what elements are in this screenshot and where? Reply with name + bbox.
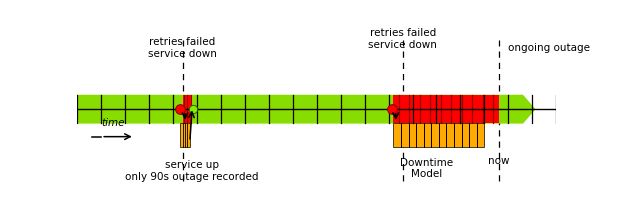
Text: Downtime
Model: Downtime Model [400, 158, 454, 179]
Text: ongoing outage: ongoing outage [508, 43, 590, 53]
Text: retries failed
service down: retries failed service down [368, 28, 438, 50]
Bar [394, 123, 485, 147]
Bar [180, 123, 190, 147]
FancyArrow shape [77, 95, 535, 123]
Text: now: now [488, 156, 509, 166]
Bar [394, 95, 499, 123]
Text: service up
only 90s outage recorded: service up only 90s outage recorded [125, 160, 259, 182]
Bar [183, 95, 192, 123]
Text: time: time [101, 118, 125, 128]
Text: retries failed
service down: retries failed service down [148, 37, 217, 59]
